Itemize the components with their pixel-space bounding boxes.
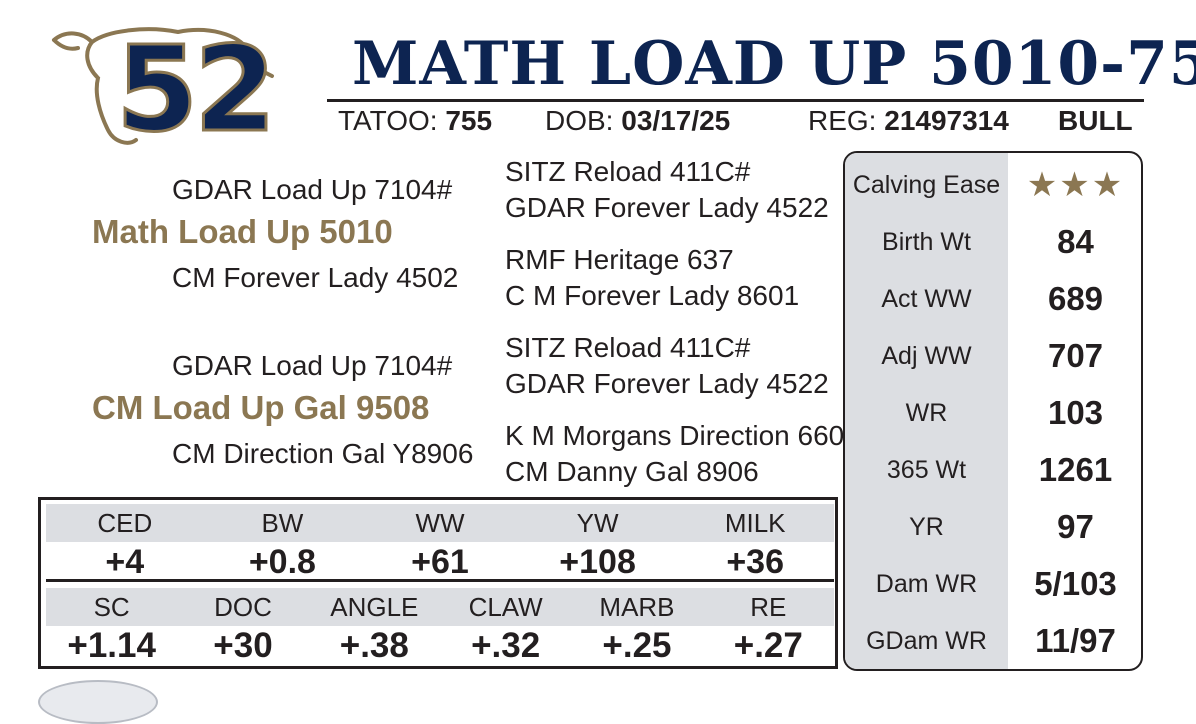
dam-sire-sire: SITZ Reload 411C# [505,332,751,363]
epd-value-yw: +108 [559,543,636,581]
dam-name: CM Load Up Gal 9508 [92,389,430,426]
epd-label-ww: WW [415,508,465,538]
epd-table: CED BW WW YW MILK +4 +0.8 +61 +108 +36 S… [38,497,838,669]
perf-label-wr: WR [905,399,948,427]
sire-sire-sire: SITZ Reload 411C# [505,156,751,187]
epd-value-ced: +4 [105,543,145,581]
sire-sire-dam: GDAR Forever Lady 4522 [505,192,829,223]
perf-label-dam-wr: Dam WR [875,570,978,598]
dam-dam-sire: K M Morgans Direction 6608 [505,420,860,451]
perf-row-act-ww: Act WW 689 [845,271,1141,327]
dam-dam-dam: CM Danny Gal 8906 [505,456,759,487]
epd-value-row-1: +4 +0.8 +61 +108 +36 [46,542,834,582]
epd-label-row-2: SC DOC ANGLE CLAW MARB RE [46,588,834,626]
dam-sire: GDAR Load Up 7104# [172,350,453,381]
epd-value-claw: +.32 [471,626,541,665]
tattoo-value: 755 [445,105,493,136]
epd-value-doc: +30 [213,626,273,665]
dob-value: 03/17/25 [621,105,731,136]
perf-label-adj-ww: Adj WW [881,342,972,370]
epd-value-angle: +.38 [339,626,409,665]
epd-label-ced: CED [97,508,153,538]
tattoo-label: TATOO: [338,105,438,136]
perf-value-birth-wt: 84 [1057,223,1094,260]
epd-label-claw: CLAW [468,592,543,622]
epd-label-row-1: CED BW WW YW MILK [46,504,834,542]
perf-row-birth-wt: Birth Wt 84 [845,214,1141,270]
dob-label: DOB: [545,105,614,136]
epd-value-row-2: +1.14 +30 +.38 +.32 +.25 +.27 [46,626,834,666]
epd-value-sc: +1.14 [67,626,156,665]
perf-row-yr: YR 97 [845,499,1141,555]
epd-label-re: RE [750,592,787,622]
perf-label-yr: YR [909,513,944,541]
perf-row-calving-ease: Calving Ease ★★★ [845,157,1141,213]
dob-field: DOB: 03/17/25 [545,104,730,138]
sire-dam: CM Forever Lady 4502 [172,262,459,293]
epd-label-yw: YW [576,508,619,538]
epd-label-doc: DOC [214,592,272,622]
reg-field: REG: 21497314 [808,104,1009,138]
epd-value-milk: +36 [726,543,785,581]
calving-ease-stars-icon: ★★★ [1026,166,1125,204]
perf-row-365-wt: 365 Wt 1261 [845,442,1141,498]
perf-value-adj-ww: 707 [1047,337,1104,374]
perf-value-wr: 103 [1047,394,1104,431]
decorative-disc [38,680,158,724]
epd-label-angle: ANGLE [330,592,419,622]
epd-value-marb: +.25 [602,626,672,665]
perf-label-act-ww: Act WW [881,285,972,313]
epd-label-marb: MARB [599,592,675,622]
perf-value-365-wt: 1261 [1038,451,1113,488]
sire-sire: GDAR Load Up 7104# [172,174,453,205]
perf-row-adj-ww: Adj WW 707 [845,328,1141,384]
performance-panel: Calving Ease ★★★ Birth Wt 84 Act WW 689 … [843,151,1143,671]
epd-label-milk: MILK [724,508,786,538]
epd-value-bw: +0.8 [248,543,316,581]
perf-label-gdam-wr: GDam WR [866,627,987,655]
perf-value-gdam-wr: 11/97 [1035,622,1116,659]
epd-value-re: +.27 [733,626,803,665]
sire-name: Math Load Up 5010 [92,213,393,250]
perf-label-calving-ease: Calving Ease [852,171,1001,199]
lot-number: 52 [115,20,278,158]
sex-label: BULL [1058,105,1133,136]
dam-dam: CM Direction Gal Y8906 [172,438,474,469]
epd-value-ww: +61 [411,543,469,581]
sire-dam-dam: C M Forever Lady 8601 [505,280,800,311]
epd-label-bw: BW [261,508,304,538]
dam-sire-dam: GDAR Forever Lady 4522 [505,368,829,399]
perf-value-act-ww: 689 [1047,280,1104,317]
perf-row-dam-wr: Dam WR 5/103 [845,556,1141,612]
cow-head-outline-icon [52,27,274,145]
perf-row-wr: WR 103 [845,385,1141,441]
perf-label-365-wt: 365 Wt [886,456,967,484]
performance-label-column [845,153,1008,669]
epd-label-sc: SC [93,592,130,622]
title-divider [327,99,1144,102]
sire-dam-sire: RMF Heritage 637 [505,244,734,275]
perf-label-birth-wt: Birth Wt [882,228,971,256]
perf-value-yr: 97 [1057,508,1094,545]
reg-label: REG: [808,105,877,136]
perf-row-gdam-wr: GDam WR 11/97 [845,613,1141,669]
tattoo-field: TATOO: 755 [338,104,492,138]
perf-value-dam-wr: 5/103 [1034,565,1117,602]
reg-value: 21497314 [884,105,1009,136]
animal-name: MATH LOAD UP 5010-755 [352,29,1196,99]
